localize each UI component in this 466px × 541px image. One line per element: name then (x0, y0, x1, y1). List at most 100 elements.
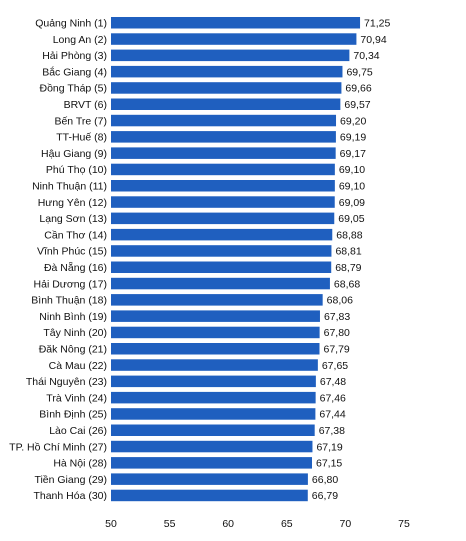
bar (111, 457, 312, 469)
bar (111, 440, 313, 453)
bar (111, 180, 335, 192)
category-label: Quảng Ninh (1) (35, 17, 107, 29)
bar (111, 245, 332, 257)
category-label: Bình Thuận (18) (31, 295, 107, 307)
bar (111, 489, 308, 502)
category-label: Hải Dương (17) (34, 278, 107, 290)
bars-group (111, 17, 361, 502)
value-label: 67,79 (323, 343, 349, 355)
category-label: Vĩnh Phúc (15) (37, 246, 107, 258)
value-label: 71,25 (364, 17, 390, 29)
bar (111, 424, 315, 436)
bar (111, 212, 335, 225)
value-label: 68,79 (335, 262, 361, 274)
category-label: Tây Ninh (20) (43, 327, 107, 339)
bar (111, 359, 318, 371)
bar (111, 326, 320, 339)
category-label: Lào Cai (26) (49, 425, 107, 437)
bar (111, 98, 341, 110)
value-label: 68,68 (334, 278, 360, 290)
value-label: 67,38 (319, 425, 345, 437)
value-labels: 71,25 70,94 70,34 69,75 69,66 69,57 69,20 69,19… (312, 17, 391, 502)
value-label: 67,15 (316, 458, 342, 470)
bar (111, 228, 333, 241)
category-label: TP. Hồ Chí Minh (27) (9, 441, 107, 453)
value-label: 67,44 (319, 409, 345, 421)
category-label: Hà Nội (28) (53, 458, 107, 470)
bar (111, 277, 330, 290)
x-tick-label: 75 (398, 518, 410, 530)
category-label: Cà Mau (22) (49, 360, 107, 372)
bar (111, 196, 335, 208)
category-label: Bình Định (25) (39, 409, 107, 421)
bar (111, 294, 323, 306)
bar (111, 131, 336, 143)
x-tick-label: 55 (164, 518, 176, 530)
value-label: 67,65 (322, 360, 348, 372)
value-label: 66,80 (312, 474, 338, 486)
value-label: 69,17 (340, 148, 366, 160)
value-label: 68,81 (335, 246, 361, 258)
bar (111, 65, 343, 78)
value-label: 67,83 (324, 311, 350, 323)
value-label: 69,66 (345, 83, 371, 95)
value-label: 69,10 (339, 180, 365, 192)
bar (111, 261, 332, 273)
x-tick-label: 70 (340, 518, 352, 530)
value-label: 67,80 (324, 327, 350, 339)
bar (111, 473, 308, 485)
category-label: Tiền Giang (29) (34, 474, 107, 486)
category-label: Đăk Nông (21) (39, 343, 107, 355)
value-label: 69,75 (346, 66, 372, 78)
value-label: 70,34 (353, 50, 379, 62)
category-label: BRVT (6) (64, 99, 107, 111)
category-label: Bến Tre (7) (54, 115, 107, 127)
category-label: Bắc Giang (4) (42, 65, 107, 78)
category-label: Lạng Sơn (13) (39, 213, 107, 225)
bar (111, 33, 357, 45)
bar (111, 17, 361, 29)
bar (111, 49, 350, 62)
value-label: 67,46 (320, 392, 346, 404)
x-tick-label: 60 (222, 518, 234, 530)
x-tick-label: 65 (281, 518, 293, 530)
bar (111, 147, 336, 159)
category-label: Long An (2) (53, 34, 107, 46)
category-label: Đồng Tháp (5) (39, 83, 107, 95)
value-label: 70,94 (360, 34, 386, 46)
x-axis: 50 55 60 65 70 75 (105, 518, 410, 530)
value-label: 69,57 (344, 99, 370, 111)
value-label: 69,09 (339, 197, 365, 209)
bar (111, 310, 320, 322)
category-label: Thái Nguyên (23) (26, 376, 107, 388)
value-label: 68,88 (336, 229, 362, 241)
value-label: 66,79 (312, 490, 338, 502)
bar (111, 82, 342, 94)
value-label: 67,48 (320, 376, 346, 388)
category-label: Hậu Giang (9) (41, 148, 107, 160)
category-label: Trà Vinh (24) (46, 392, 107, 404)
value-label: 68,06 (327, 295, 353, 307)
value-label: 69,05 (338, 213, 364, 225)
bar (111, 375, 316, 388)
x-tick-label: 50 (105, 518, 117, 530)
bar (111, 163, 335, 176)
bar (111, 408, 316, 420)
category-label: TT-Huế (8) (56, 132, 107, 144)
category-label: Ninh Bình (19) (39, 311, 107, 323)
category-label: Ninh Thuận (11) (32, 180, 107, 192)
category-label: Thanh Hóa (30) (33, 490, 107, 502)
category-label: Hải Phòng (3) (42, 50, 107, 62)
bar (111, 391, 316, 404)
bar (111, 343, 320, 355)
category-label: Cần Thơ (14) (44, 229, 107, 241)
value-label: 69,10 (339, 164, 365, 176)
value-label: 69,19 (340, 132, 366, 144)
category-label: Hưng Yên (12) (38, 197, 107, 209)
category-label: Đà Nẵng (16) (44, 261, 107, 274)
value-label: 69,20 (340, 115, 366, 127)
value-label: 67,19 (316, 441, 342, 453)
category-labels: Quảng Ninh (1) Long An (2) Hải Phòng (3) Bắ… (9, 17, 107, 502)
bar (111, 114, 337, 127)
